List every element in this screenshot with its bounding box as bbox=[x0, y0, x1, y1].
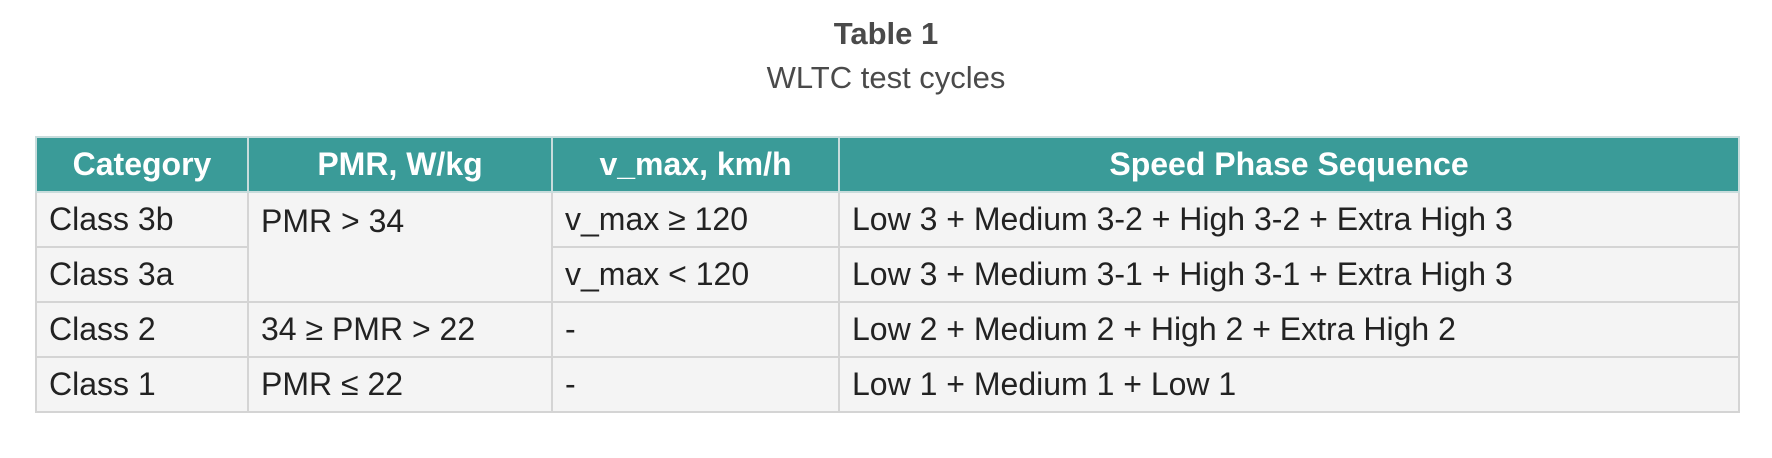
table-row: Class 1 PMR ≤ 22 - Low 1 + Medium 1 + Lo… bbox=[35, 356, 1740, 413]
cell-category: Class 3a bbox=[35, 246, 249, 303]
cell-vmax: v_max ≥ 120 bbox=[551, 191, 840, 248]
table-row: Class 2 34 ≥ PMR > 22 - Low 2 + Medium 2… bbox=[35, 301, 1740, 358]
header-category: Category bbox=[35, 136, 249, 193]
table-header-row: Category PMR, W/kg v_max, km/h Speed Pha… bbox=[35, 136, 1740, 193]
cell-sequence: Low 3 + Medium 3-2 + High 3-2 + Extra Hi… bbox=[838, 191, 1740, 248]
cell-sequence: Low 3 + Medium 3-1 + High 3-1 + Extra Hi… bbox=[838, 246, 1740, 303]
header-speed-phase-sequence: Speed Phase Sequence bbox=[838, 136, 1740, 193]
cell-pmr: 34 ≥ PMR > 22 bbox=[247, 301, 553, 358]
cell-category: Class 3b bbox=[35, 191, 249, 248]
cell-vmax: - bbox=[551, 301, 840, 358]
cell-category: Class 2 bbox=[35, 301, 249, 358]
cell-sequence: Low 1 + Medium 1 + Low 1 bbox=[838, 356, 1740, 413]
cell-sequence: Low 2 + Medium 2 + High 2 + Extra High 2 bbox=[838, 301, 1740, 358]
table-subtitle: WLTC test cycles bbox=[766, 60, 1006, 95]
cell-pmr: PMR > 34 bbox=[247, 191, 553, 303]
header-vmax: v_max, km/h bbox=[551, 136, 840, 193]
table-title: Table 1 bbox=[833, 16, 939, 51]
cell-vmax: - bbox=[551, 356, 840, 413]
table-row: Class 3b PMR > 34 v_max ≥ 120 Low 3 + Me… bbox=[35, 191, 1740, 303]
header-pmr: PMR, W/kg bbox=[247, 136, 553, 193]
table-row: Class 3a v_max < 120 Low 3 + Medium 3-1 … bbox=[35, 246, 1740, 303]
wltc-table: Category PMR, W/kg v_max, km/h Speed Pha… bbox=[35, 136, 1740, 413]
cell-vmax: v_max < 120 bbox=[551, 246, 840, 303]
cell-category: Class 1 bbox=[35, 356, 249, 413]
cell-pmr: PMR ≤ 22 bbox=[247, 356, 553, 413]
